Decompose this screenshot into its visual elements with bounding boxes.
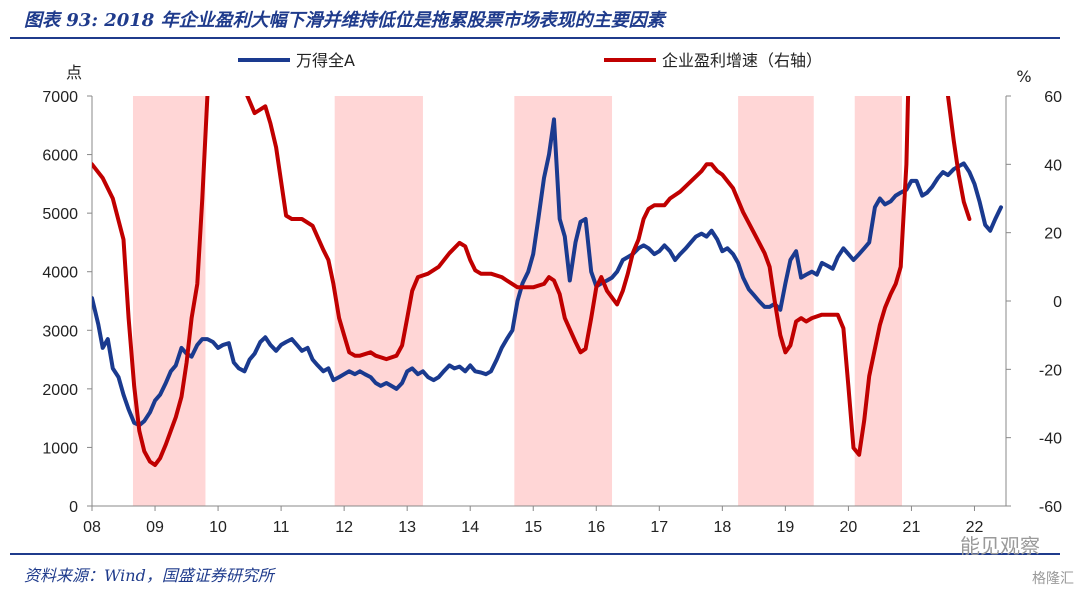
left-tick-label: 7000 bbox=[42, 89, 78, 106]
series-line-1 bbox=[92, 96, 972, 467]
gelonghui-watermark: 格隆汇 bbox=[1032, 571, 1074, 587]
legend-label-1: 企业盈利增速（右轴） bbox=[662, 51, 822, 70]
x-tick-label: 10 bbox=[209, 519, 227, 536]
x-tick-label: 12 bbox=[335, 519, 353, 536]
x-tick-label: 18 bbox=[713, 519, 731, 536]
x-tick-label: 11 bbox=[273, 519, 290, 536]
right-tick-label: 60 bbox=[1044, 89, 1062, 106]
series-lines bbox=[92, 96, 1003, 467]
source-rule bbox=[10, 553, 1060, 555]
right-axis-unit: % bbox=[1016, 67, 1031, 86]
title-rule bbox=[10, 37, 1060, 39]
x-tick-label: 14 bbox=[461, 519, 479, 536]
right-tick-label: -60 bbox=[1039, 499, 1062, 516]
x-tick-label: 13 bbox=[398, 519, 416, 536]
x-tick-label: 15 bbox=[524, 519, 542, 536]
right-tick-label: 0 bbox=[1053, 294, 1062, 311]
left-tick-label: 0 bbox=[69, 499, 78, 516]
x-tick-label: 17 bbox=[650, 519, 668, 536]
left-tick-label: 2000 bbox=[42, 382, 78, 399]
shaded-period-1 bbox=[334, 96, 423, 506]
wechat-watermark: 能见观察 bbox=[960, 534, 1040, 558]
right-tick-label: 20 bbox=[1044, 226, 1062, 243]
legend: 万得全A 企业盈利增速（右轴） bbox=[238, 51, 822, 70]
left-tick-label: 5000 bbox=[42, 206, 78, 223]
right-tick-label: -40 bbox=[1039, 431, 1062, 448]
x-tick-label: 16 bbox=[587, 519, 605, 536]
x-tick-label: 22 bbox=[966, 519, 984, 536]
left-tick-label: 1000 bbox=[42, 440, 78, 457]
source-note: 资料来源：Wind，国盛证券研究所 bbox=[24, 566, 274, 585]
x-tick-label: 20 bbox=[840, 519, 858, 536]
left-tick-label: 6000 bbox=[42, 148, 78, 165]
x-tick-label: 21 bbox=[903, 519, 921, 536]
left-tick-label: 4000 bbox=[42, 265, 78, 282]
left-axis-unit: 点 bbox=[66, 63, 82, 82]
left-tick-label: 3000 bbox=[42, 323, 78, 340]
chart-title: 图表 93: 2018 年企业盈利大幅下滑并维持低位是拖累股票市场表现的主要因素 bbox=[24, 10, 665, 31]
x-tick-label: 19 bbox=[776, 519, 794, 536]
series-line-0 bbox=[92, 117, 1003, 428]
right-tick-label: -20 bbox=[1039, 362, 1062, 379]
x-tick-label: 08 bbox=[83, 519, 101, 536]
right-tick-label: 40 bbox=[1044, 157, 1062, 174]
legend-label-0: 万得全A bbox=[296, 51, 355, 70]
x-tick-label: 09 bbox=[146, 519, 164, 536]
